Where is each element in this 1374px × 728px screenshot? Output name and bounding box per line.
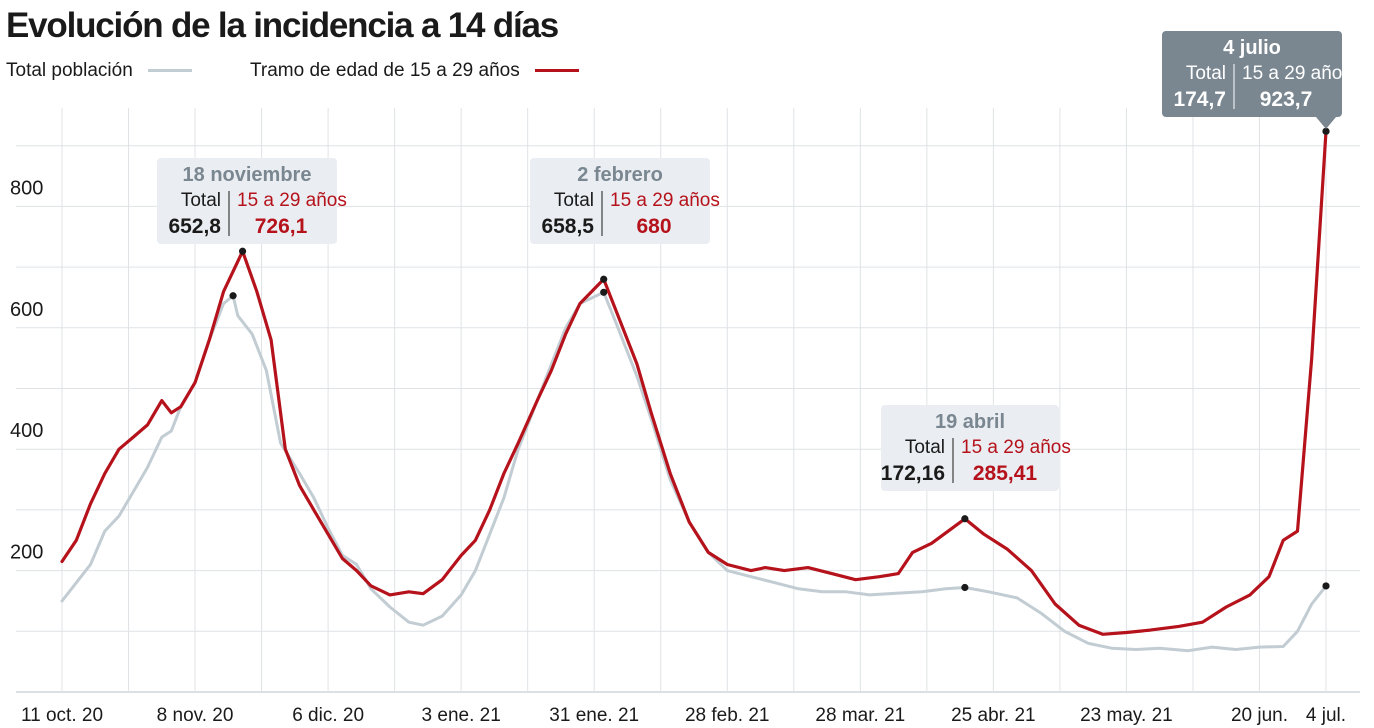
marker-total xyxy=(961,583,969,592)
annotation-box-bg xyxy=(1162,31,1342,117)
x-axis: 11 oct. 20 8 nov. 20 6 dic. 20 3 ene. 21 31 … xyxy=(21,705,1346,726)
x-tick-label: 11 oct. 20 xyxy=(21,705,103,726)
y-tick-label: 400 xyxy=(10,420,43,442)
x-tick-label: 4 jul. xyxy=(1306,705,1346,726)
legend-swatch-young xyxy=(535,69,579,73)
annotation-young-label: 15 a 29 años xyxy=(610,190,720,211)
legend-item-total: Total población xyxy=(6,60,193,82)
annotation-box-bg xyxy=(157,158,337,244)
annotation-total-label: Total xyxy=(1186,63,1226,84)
annotation-pointer xyxy=(1316,117,1336,129)
annotation-title: 18 noviembre xyxy=(183,164,312,186)
annotation-box: 2 febrero Total 658,5 15 a 29 años 680 xyxy=(530,158,720,244)
annotation-young-label: 15 a 29 años xyxy=(961,437,1071,458)
annotation-young-value: 680 xyxy=(636,215,671,238)
marker-total xyxy=(600,288,608,296)
annotation-total-value: 652,8 xyxy=(168,215,221,238)
chart-title: Evolución de la incidencia a 14 días xyxy=(6,6,559,45)
marker-young xyxy=(600,275,608,283)
x-tick-label: 6 dic. 20 xyxy=(292,705,364,726)
marker-young xyxy=(961,515,969,523)
legend-label-young: Tramo de edad de 15 a 29 años xyxy=(250,60,520,81)
annotation-title: 2 febrero xyxy=(577,164,663,186)
series-lines xyxy=(60,129,1328,653)
marker-young xyxy=(238,247,247,255)
series-line-young xyxy=(60,129,1328,636)
annotation-box-bg xyxy=(530,158,710,244)
annotation-young-value: 285,41 xyxy=(973,462,1038,485)
legend-label-total: Total población xyxy=(6,60,133,81)
marker-young xyxy=(1322,127,1330,135)
annotation-total-value: 174,7 xyxy=(1173,88,1226,111)
legend-item-young: Tramo de edad de 15 a 29 años xyxy=(250,60,579,82)
y-axis: 200 400 600 800 xyxy=(10,177,43,563)
annotation-box-bg xyxy=(881,405,1059,491)
markers xyxy=(229,127,1330,592)
annotation-total-label: Total xyxy=(181,190,221,211)
marker-total xyxy=(229,292,237,300)
annotation-young-value: 726,1 xyxy=(255,215,308,238)
annotation-young-value: 923,7 xyxy=(1260,88,1313,111)
annotation-box: 4 julio Total 174,7 15 a 29 años 923,7 xyxy=(1162,31,1352,129)
annotation-total-value: 172,16 xyxy=(881,462,945,485)
annotation-total-label: Total xyxy=(554,190,594,211)
annotation-young-label: 15 a 29 años xyxy=(1242,63,1352,84)
annotation-total-label: Total xyxy=(905,437,945,458)
x-tick-label: 31 ene. 21 xyxy=(549,705,639,726)
x-tick-label: 20 jun. xyxy=(1231,705,1288,726)
x-tick-label: 28 mar. 21 xyxy=(815,705,905,726)
series-line-total xyxy=(60,290,1328,653)
annotation-total-value: 658,5 xyxy=(541,215,594,238)
x-tick-label: 3 ene. 21 xyxy=(422,705,501,726)
annotation-boxes: 18 noviembre Total 652,8 15 a 29 años 726,1 2… xyxy=(157,31,1352,491)
x-tick-label: 28 feb. 21 xyxy=(685,705,770,726)
annotation-title: 19 abril xyxy=(935,411,1005,433)
marker-total xyxy=(1322,582,1330,590)
annotation-box: 19 abril Total 172,16 15 a 29 años 285,41 xyxy=(881,405,1071,491)
x-tick-label: 8 nov. 20 xyxy=(157,705,234,726)
annotation-title: 4 julio xyxy=(1223,37,1281,59)
y-tick-label: 600 xyxy=(10,299,43,321)
x-tick-label: 23 may. 21 xyxy=(1080,705,1173,726)
y-tick-label: 800 xyxy=(10,177,43,199)
x-tick-label: 25 abr. 21 xyxy=(951,705,1036,726)
annotation-young-label: 15 a 29 años xyxy=(237,190,347,211)
annotation-box: 18 noviembre Total 652,8 15 a 29 años 726,1 xyxy=(157,158,347,244)
legend-swatch-total xyxy=(148,69,193,73)
y-tick-label: 200 xyxy=(10,542,43,564)
